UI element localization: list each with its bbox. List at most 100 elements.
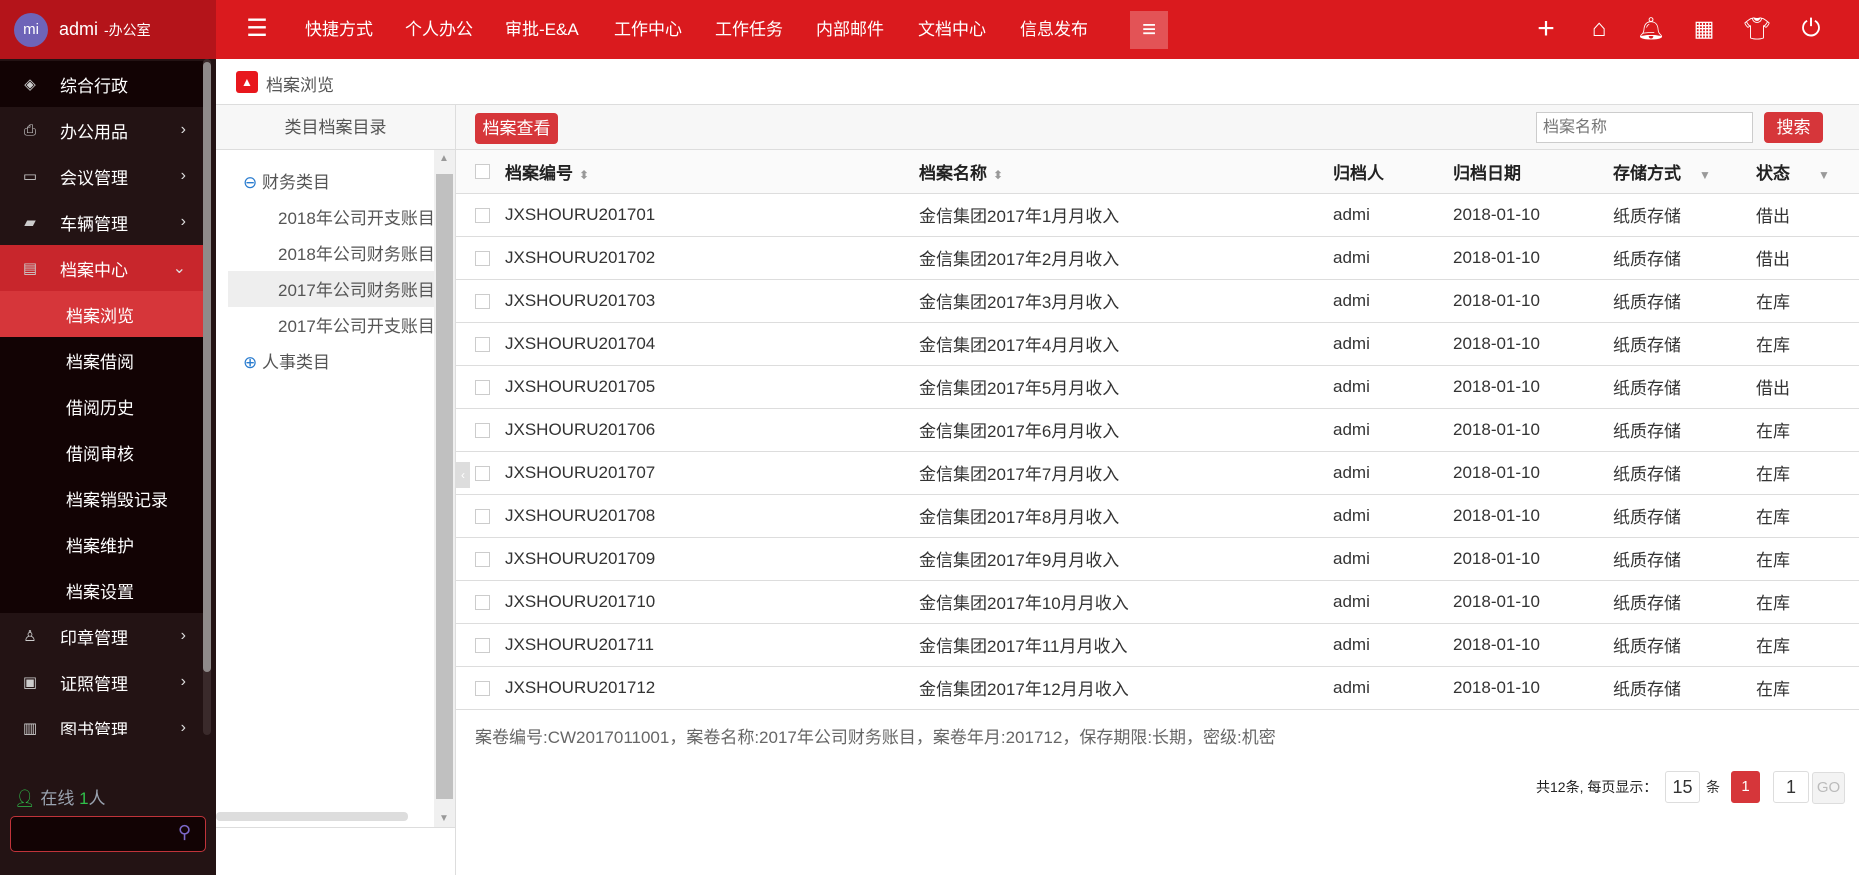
archive-table: 档案编号 ⬍ 档案名称 ⬍ 归档人 归档日期 存储方式 ▼ 状态 ▼ JXSHOURU2… xyxy=(456,150,1859,710)
sidebar-subitem[interactable]: 档案维护 xyxy=(0,521,206,567)
tree-leaf[interactable]: 2017年公司开支账目 xyxy=(278,317,434,336)
table-row[interactable]: JXSHOURU201701 金信集团2017年1月月收入 admi 2018-01-… xyxy=(456,193,1859,237)
row-checkbox[interactable] xyxy=(475,422,490,438)
row-checkbox[interactable] xyxy=(475,551,490,567)
row-checkbox[interactable] xyxy=(475,508,490,524)
power-icon[interactable]: ⏻ xyxy=(1801,15,1821,42)
sidebar-subitem[interactable]: 档案借阅 xyxy=(0,337,206,383)
row-checkbox[interactable] xyxy=(475,379,490,395)
goto-page-input[interactable]: 1 xyxy=(1773,771,1809,803)
chevron-icon: › xyxy=(180,167,186,184)
plus-icon[interactable]: + xyxy=(1537,12,1555,45)
top-nav-item[interactable]: 文档中心 xyxy=(918,20,986,39)
table-row[interactable]: JXSHOURU201702 金信集团2017年2月月收入 admi 2018-01-… xyxy=(456,236,1859,280)
sidebar-item[interactable]: ▥ 图书管理 › xyxy=(0,705,206,751)
tree-leaf[interactable]: 2017年公司财务账目 xyxy=(228,271,434,307)
printer-icon: ⎙ xyxy=(23,121,36,139)
menu-collapse-icon[interactable]: ☰ xyxy=(246,15,268,42)
row-checkbox[interactable] xyxy=(475,465,490,481)
col-archiver: 归档人 xyxy=(1333,150,1453,194)
sidebar-item[interactable]: ▣ 证照管理 › xyxy=(0,659,206,705)
table-row[interactable]: JXSHOURU201707 金信集团2017年7月月收入 admi 2018-01-… xyxy=(456,451,1859,495)
user-org: -办公室 xyxy=(104,21,151,38)
table-row[interactable]: JXSHOURU201708 金信集团2017年8月月收入 admi 2018-01-… xyxy=(456,494,1859,538)
sort-icon: ⬍ xyxy=(579,167,590,182)
sidebar-item[interactable]: ▭ 会议管理 › xyxy=(0,153,206,199)
table-header-row: 档案编号 ⬍ 档案名称 ⬍ 归档人 归档日期 存储方式 ▼ 状态 ▼ xyxy=(456,150,1859,194)
sidebar-subitem[interactable]: 借阅审核 xyxy=(0,429,206,475)
table-row[interactable]: JXSHOURU201704 金信集团2017年4月月收入 admi 2018-01-… xyxy=(456,322,1859,366)
top-nav-item[interactable]: 内部邮件 xyxy=(816,20,884,39)
table-row[interactable]: JXSHOURU201709 金信集团2017年9月月收入 admi 2018-01-… xyxy=(456,537,1859,581)
row-checkbox[interactable] xyxy=(475,336,490,352)
tree-scrollbar[interactable]: ▲ ▼ xyxy=(434,150,455,827)
page-1-button[interactable]: 1 xyxy=(1731,771,1760,803)
view-archive-button[interactable]: 档案查看 xyxy=(475,113,558,144)
top-nav-item[interactable]: 个人办公 xyxy=(405,20,473,39)
select-all-checkbox[interactable] xyxy=(475,164,490,180)
table-row[interactable]: JXSHOURU201705 金信集团2017年5月月收入 admi 2018-01-… xyxy=(456,365,1859,409)
tree-scroll-thumb[interactable] xyxy=(436,174,453,799)
hamburger-menu-icon[interactable]: ≡ xyxy=(1130,11,1168,49)
row-checkbox[interactable] xyxy=(475,637,490,653)
home-icon[interactable]: ⌂ xyxy=(1591,15,1607,42)
car-icon: ▰ xyxy=(24,214,36,231)
search-icon[interactable]: ⚲ xyxy=(177,822,191,842)
scroll-down-icon[interactable]: ▼ xyxy=(439,813,449,824)
chevron-icon: › xyxy=(180,719,186,736)
top-nav-item[interactable]: 信息发布 xyxy=(1020,20,1088,39)
sidebar-item[interactable]: ▤ 档案中心 ⌄ xyxy=(0,245,206,291)
row-checkbox[interactable] xyxy=(475,594,490,610)
search-button[interactable]: 搜索 xyxy=(1764,112,1823,143)
layers-icon: ◈ xyxy=(24,76,36,93)
user-icon: 👤︎ xyxy=(14,789,36,808)
top-nav-item[interactable]: 快捷方式 xyxy=(305,20,373,39)
sidebar-item[interactable]: ▰ 车辆管理 › xyxy=(0,199,206,245)
pagination-total: 共12条, 每页显示： xyxy=(1536,779,1658,795)
online-count: 👤︎ 在线 1人 xyxy=(14,789,106,808)
expand-icon: ⊕ xyxy=(243,353,258,372)
table-row[interactable]: JXSHOURU201711 金信集团2017年11月月收入 admi 2018-01… xyxy=(456,623,1859,667)
table-row[interactable]: JXSHOURU201703 金信集团2017年3月月收入 admi 2018-01-… xyxy=(456,279,1859,323)
col-date: 归档日期 xyxy=(1453,150,1613,194)
apps-icon[interactable]: ▦ xyxy=(1693,16,1715,41)
top-nav-item[interactable]: 工作任务 xyxy=(715,20,783,39)
go-button[interactable]: GO xyxy=(1812,772,1845,804)
tree-group[interactable]: ⊕ 人事类目 xyxy=(243,353,330,372)
col-storage[interactable]: 存储方式 ▼ xyxy=(1613,150,1756,194)
table-row[interactable]: JXSHOURU201712 金信集团2017年12月月收入 admi 2018-01… xyxy=(456,666,1859,710)
sidebar-subitem[interactable]: 档案销毁记录 xyxy=(0,475,206,521)
top-nav-item[interactable]: 工作中心 xyxy=(614,20,682,39)
theme-shirt-icon[interactable]: 👕︎ xyxy=(1743,16,1771,41)
table-row[interactable]: JXSHOURU201710 金信集团2017年10月月收入 admi 2018-01… xyxy=(456,580,1859,624)
sidebar-item[interactable]: ◈ 综合行政 xyxy=(0,61,206,107)
sidebar-subitem[interactable]: 档案浏览 xyxy=(0,291,206,337)
archive-list: 档案查看 搜索 档案编号⬍ 档案名称⬍ 归档人 归档日期 存储方式▼ 状态▼ J… xyxy=(456,105,1859,875)
chevron-icon: › xyxy=(180,627,186,644)
scroll-up-icon[interactable]: ▲ xyxy=(439,153,449,164)
tree-leaf[interactable]: 2018年公司开支账目 xyxy=(278,209,434,228)
col-name[interactable]: 档案名称 ⬍ xyxy=(919,150,1333,194)
tree-horizontal-scrollbar[interactable] xyxy=(216,812,408,821)
user-header[interactable]: mi admi -办公室 xyxy=(0,0,216,59)
tree-group[interactable]: ⊖ 财务类目 xyxy=(243,173,330,192)
row-checkbox[interactable] xyxy=(475,250,490,266)
sidebar-subitem[interactable]: 借阅历史 xyxy=(0,383,206,429)
page-size-input[interactable]: 15 xyxy=(1665,771,1700,803)
bell-icon[interactable]: 🔔︎ xyxy=(1637,16,1665,41)
sidebar-search-input[interactable]: ⚲ xyxy=(10,816,206,852)
top-nav-item[interactable]: 审批-E&A xyxy=(505,20,579,39)
archive-logo-icon: ▲ xyxy=(236,71,258,93)
col-status[interactable]: 状态 ▼ xyxy=(1756,150,1859,194)
table-row[interactable]: JXSHOURU201706 金信集团2017年6月月收入 admi 2018-01-… xyxy=(456,408,1859,452)
col-code[interactable]: 档案编号 ⬍ xyxy=(505,150,919,194)
row-checkbox[interactable] xyxy=(475,293,490,309)
archive-name-search-input[interactable] xyxy=(1536,112,1753,143)
sidebar-item[interactable]: ♙ 印章管理 › xyxy=(0,613,206,659)
sidebar-scroll-thumb[interactable] xyxy=(203,62,211,672)
row-checkbox[interactable] xyxy=(475,207,490,223)
row-checkbox[interactable] xyxy=(475,680,490,696)
sidebar-item[interactable]: ⎙ 办公用品 › xyxy=(0,107,206,153)
sidebar-subitem[interactable]: 档案设置 xyxy=(0,567,206,613)
tree-leaf[interactable]: 2018年公司财务账目 xyxy=(278,245,434,264)
